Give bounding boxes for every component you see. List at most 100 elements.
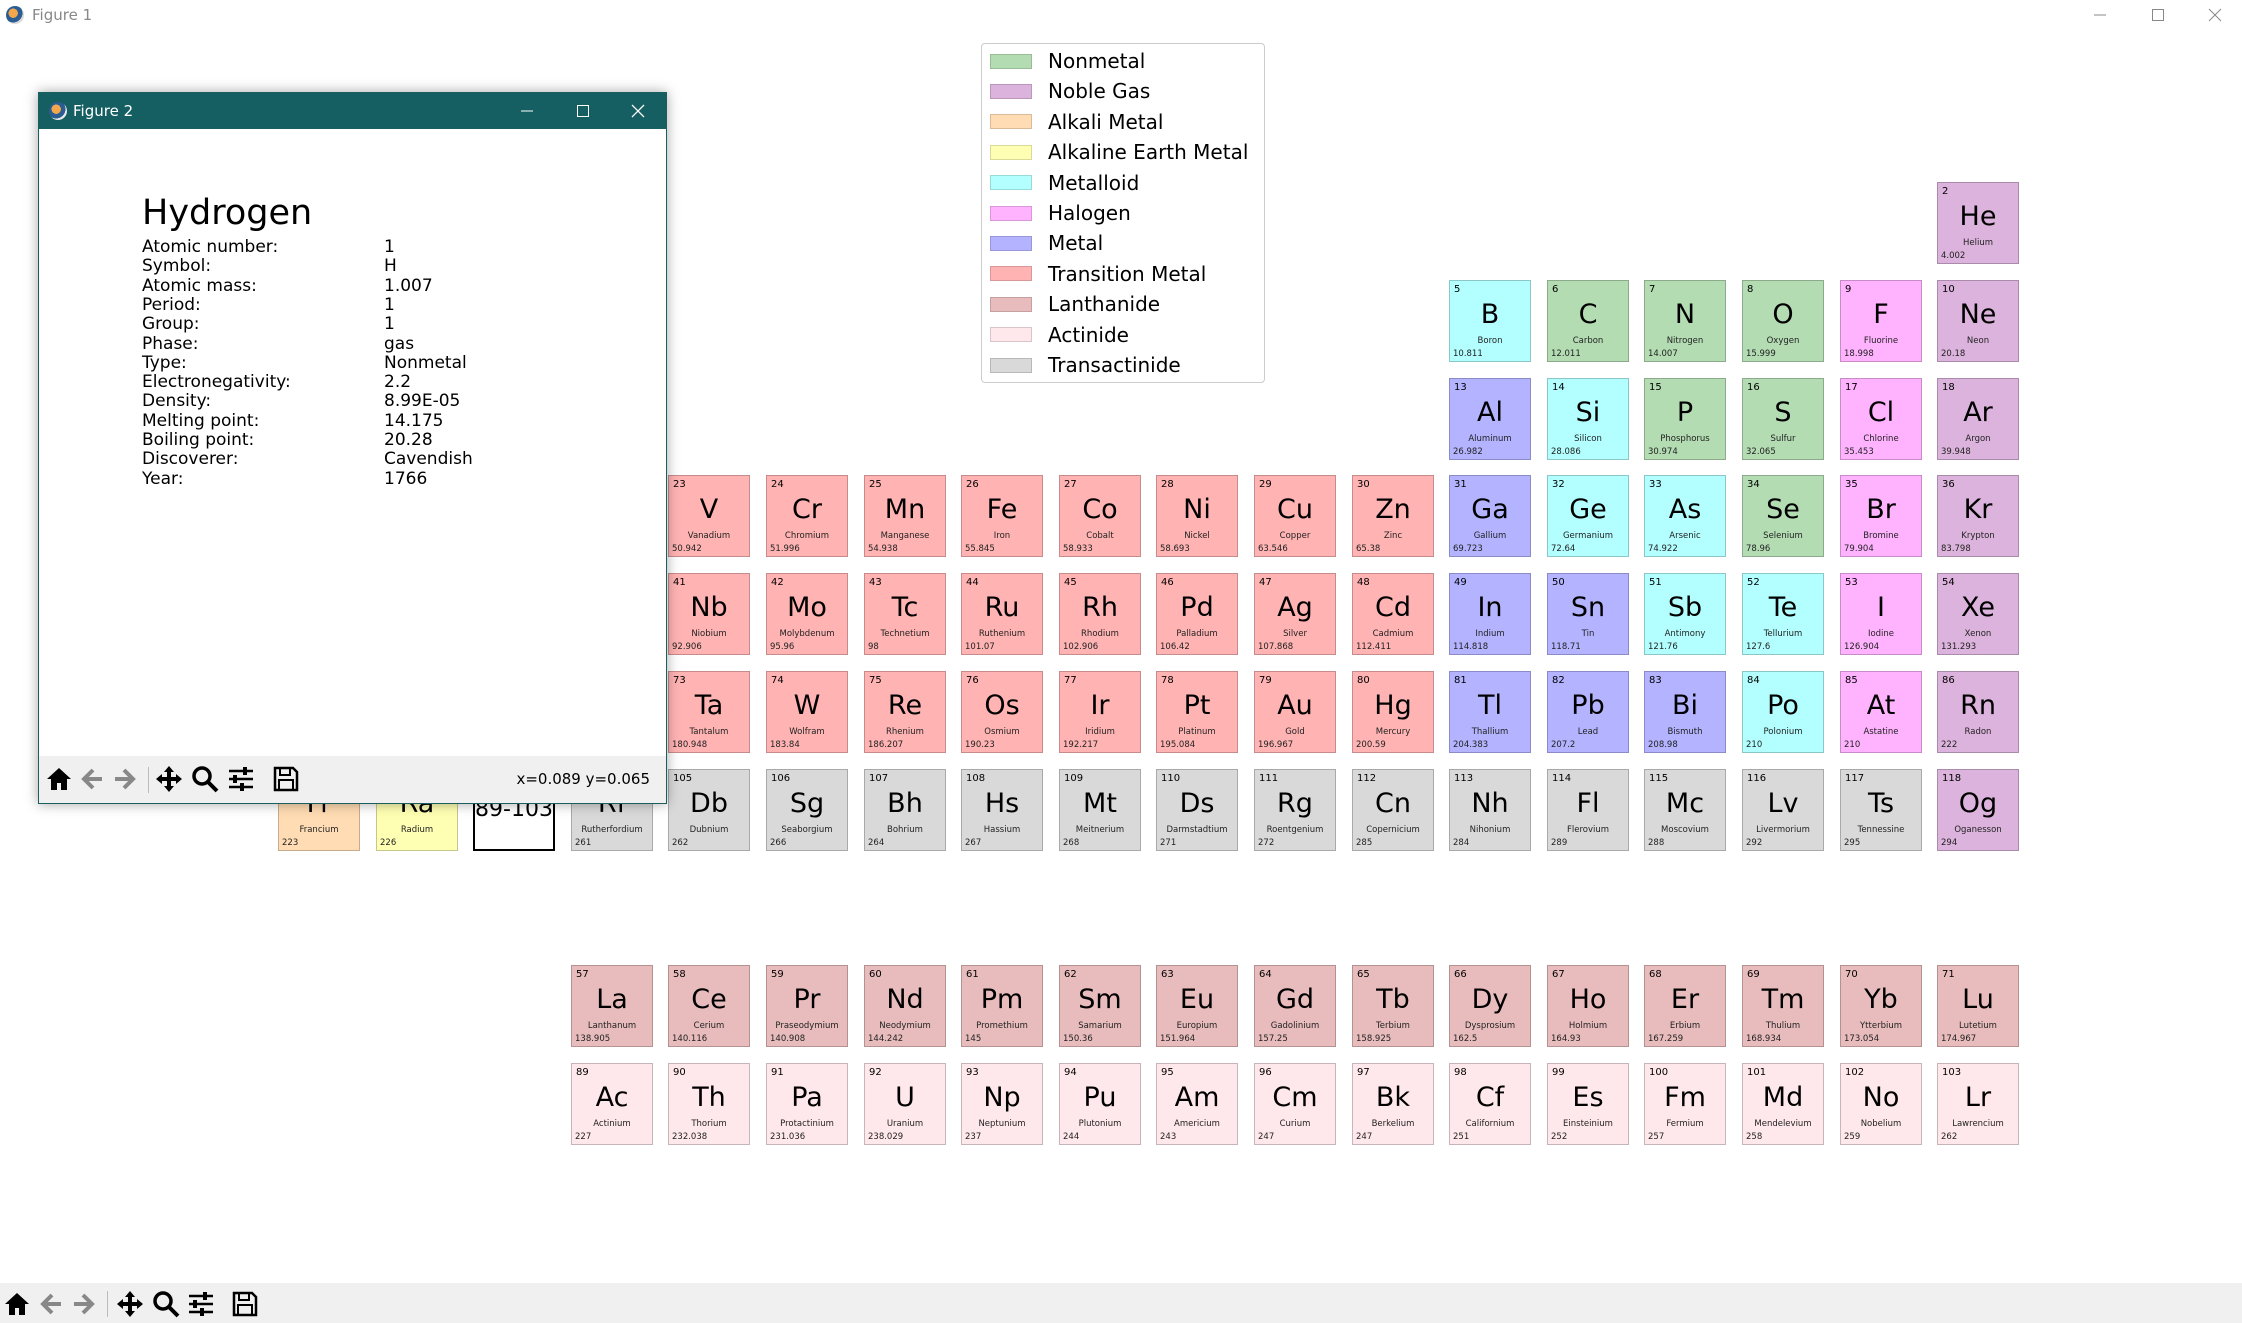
element-tile-tm[interactable]: 69 Tm Thulium 168.934	[1742, 965, 1824, 1047]
figure-2-titlebar[interactable]: Figure 2	[39, 93, 666, 129]
element-tile-bk[interactable]: 97 Bk Berkelium 247	[1352, 1063, 1434, 1145]
element-tile-mn[interactable]: 25 Mn Manganese 54.938	[864, 475, 946, 557]
element-tile-no[interactable]: 102 No Nobelium 259	[1840, 1063, 1922, 1145]
configure-subplots-button[interactable]	[227, 765, 255, 793]
element-tile-mt[interactable]: 109 Mt Meitnerium 268	[1059, 769, 1141, 851]
element-tile-se[interactable]: 34 Se Selenium 78.96	[1742, 475, 1824, 557]
element-tile-s[interactable]: 16 S Sulfur 32.065	[1742, 378, 1824, 460]
element-tile-cr[interactable]: 24 Cr Chromium 51.996	[766, 475, 848, 557]
element-tile-ne[interactable]: 10 Ne Neon 20.18	[1937, 280, 2019, 362]
element-tile-nb[interactable]: 41 Nb Niobium 92.906	[668, 573, 750, 655]
element-tile-bi[interactable]: 83 Bi Bismuth 208.98	[1644, 671, 1726, 753]
element-tile-br[interactable]: 35 Br Bromine 79.904	[1840, 475, 1922, 557]
element-tile-bh[interactable]: 107 Bh Bohrium 264	[864, 769, 946, 851]
zoom-button[interactable]	[191, 765, 219, 793]
back-button[interactable]	[37, 1290, 65, 1318]
element-tile-lv[interactable]: 116 Lv Livermorium 292	[1742, 769, 1824, 851]
element-tile-o[interactable]: 8 O Oxygen 15.999	[1742, 280, 1824, 362]
configure-subplots-button[interactable]	[187, 1290, 215, 1318]
element-tile-ds[interactable]: 110 Ds Darmstadtium 271	[1156, 769, 1238, 851]
element-tile-ir[interactable]: 77 Ir Iridium 192.217	[1059, 671, 1141, 753]
element-tile-am[interactable]: 95 Am Americium 243	[1156, 1063, 1238, 1145]
element-tile-sn[interactable]: 50 Sn Tin 118.71	[1547, 573, 1629, 655]
element-tile-gd[interactable]: 64 Gd Gadolinium 157.25	[1254, 965, 1336, 1047]
element-tile-u[interactable]: 92 U Uranium 238.029	[864, 1063, 946, 1145]
element-tile-ar[interactable]: 18 Ar Argon 39.948	[1937, 378, 2019, 460]
element-tile-dy[interactable]: 66 Dy Dysprosium 162.5	[1449, 965, 1531, 1047]
element-tile-tl[interactable]: 81 Tl Thallium 204.383	[1449, 671, 1531, 753]
element-tile-cu[interactable]: 29 Cu Copper 63.546	[1254, 475, 1336, 557]
element-tile-lu[interactable]: 71 Lu Lutetium 174.967	[1937, 965, 2019, 1047]
element-tile-c[interactable]: 6 C Carbon 12.011	[1547, 280, 1629, 362]
element-tile-nh[interactable]: 113 Nh Nihonium 284	[1449, 769, 1531, 851]
element-tile-np[interactable]: 93 Np Neptunium 237	[961, 1063, 1043, 1145]
zoom-button[interactable]	[152, 1290, 180, 1318]
element-tile-og[interactable]: 118 Og Oganesson 294	[1937, 769, 2019, 851]
element-tile-es[interactable]: 99 Es Einsteinium 252	[1547, 1063, 1629, 1145]
element-tile-p[interactable]: 15 P Phosphorus 30.974	[1644, 378, 1726, 460]
element-tile-lr[interactable]: 103 Lr Lawrencium 262	[1937, 1063, 2019, 1145]
element-tile-b[interactable]: 5 B Boron 10.811	[1449, 280, 1531, 362]
element-tile-pa[interactable]: 91 Pa Protactinium 231.036	[766, 1063, 848, 1145]
element-tile-zn[interactable]: 30 Zn Zinc 65.38	[1352, 475, 1434, 557]
home-button[interactable]	[45, 765, 73, 793]
element-tile-as[interactable]: 33 As Arsenic 74.922	[1644, 475, 1726, 557]
element-tile-rn[interactable]: 86 Rn Radon 222	[1937, 671, 2019, 753]
element-tile-mc[interactable]: 115 Mc Moscovium 288	[1644, 769, 1726, 851]
element-tile-cl[interactable]: 17 Cl Chlorine 35.453	[1840, 378, 1922, 460]
element-tile-sg[interactable]: 106 Sg Seaborgium 266	[766, 769, 848, 851]
element-tile-al[interactable]: 13 Al Aluminum 26.982	[1449, 378, 1531, 460]
element-tile-ni[interactable]: 28 Ni Nickel 58.693	[1156, 475, 1238, 557]
element-tile-n[interactable]: 7 N Nitrogen 14.007	[1644, 280, 1726, 362]
element-tile-la[interactable]: 57 La Lanthanum 138.905	[571, 965, 653, 1047]
forward-button[interactable]	[111, 765, 139, 793]
element-tile-w[interactable]: 74 W Wolfram 183.84	[766, 671, 848, 753]
element-tile-pu[interactable]: 94 Pu Plutonium 244	[1059, 1063, 1141, 1145]
element-tile-po[interactable]: 84 Po Polonium 210	[1742, 671, 1824, 753]
element-tile-nd[interactable]: 60 Nd Neodymium 144.242	[864, 965, 946, 1047]
element-tile-er[interactable]: 68 Er Erbium 167.259	[1644, 965, 1726, 1047]
element-tile-i[interactable]: 53 I Iodine 126.904	[1840, 573, 1922, 655]
element-tile-ru[interactable]: 44 Ru Ruthenium 101.07	[961, 573, 1043, 655]
element-tile-ts[interactable]: 117 Ts Tennessine 295	[1840, 769, 1922, 851]
element-tile-si[interactable]: 14 Si Silicon 28.086	[1547, 378, 1629, 460]
element-tile-ag[interactable]: 47 Ag Silver 107.868	[1254, 573, 1336, 655]
element-tile-co[interactable]: 27 Co Cobalt 58.933	[1059, 475, 1141, 557]
element-tile-kr[interactable]: 36 Kr Krypton 83.798	[1937, 475, 2019, 557]
element-tile-fl[interactable]: 114 Fl Flerovium 289	[1547, 769, 1629, 851]
element-tile-db[interactable]: 105 Db Dubnium 262	[668, 769, 750, 851]
element-tile-tc[interactable]: 43 Tc Technetium 98	[864, 573, 946, 655]
element-tile-ac[interactable]: 89 Ac Actinium 227	[571, 1063, 653, 1145]
element-tile-cn[interactable]: 112 Cn Copernicium 285	[1352, 769, 1434, 851]
element-tile-eu[interactable]: 63 Eu Europium 151.964	[1156, 965, 1238, 1047]
element-tile-v[interactable]: 23 V Vanadium 50.942	[668, 475, 750, 557]
element-tile-hg[interactable]: 80 Hg Mercury 200.59	[1352, 671, 1434, 753]
element-tile-cd[interactable]: 48 Cd Cadmium 112.411	[1352, 573, 1434, 655]
element-tile-xe[interactable]: 54 Xe Xenon 131.293	[1937, 573, 2019, 655]
maximize-button[interactable]	[2129, 0, 2187, 30]
minimize-button[interactable]	[2071, 0, 2129, 30]
home-button[interactable]	[3, 1290, 31, 1318]
element-tile-os[interactable]: 76 Os Osmium 190.23	[961, 671, 1043, 753]
element-tile-pr[interactable]: 59 Pr Praseodymium 140.908	[766, 965, 848, 1047]
element-tile-sb[interactable]: 51 Sb Antimony 121.76	[1644, 573, 1726, 655]
element-tile-fe[interactable]: 26 Fe Iron 55.845	[961, 475, 1043, 557]
element-tile-cm[interactable]: 96 Cm Curium 247	[1254, 1063, 1336, 1145]
figure-2-maximize-button[interactable]	[555, 93, 611, 129]
back-button[interactable]	[78, 765, 106, 793]
element-tile-th[interactable]: 90 Th Thorium 232.038	[668, 1063, 750, 1145]
figure-2-minimize-button[interactable]	[499, 93, 555, 129]
element-tile-pd[interactable]: 46 Pd Palladium 106.42	[1156, 573, 1238, 655]
save-button[interactable]	[231, 1290, 259, 1318]
element-tile-yb[interactable]: 70 Yb Ytterbium 173.054	[1840, 965, 1922, 1047]
element-tile-he[interactable]: 2 He Helium 4.002	[1937, 182, 2019, 264]
element-tile-tb[interactable]: 65 Tb Terbium 158.925	[1352, 965, 1434, 1047]
close-button[interactable]	[2186, 0, 2242, 30]
element-tile-rg[interactable]: 111 Rg Roentgenium 272	[1254, 769, 1336, 851]
element-tile-pb[interactable]: 82 Pb Lead 207.2	[1547, 671, 1629, 753]
element-tile-at[interactable]: 85 At Astatine 210	[1840, 671, 1922, 753]
pan-button[interactable]	[155, 765, 183, 793]
element-tile-hs[interactable]: 108 Hs Hassium 267	[961, 769, 1043, 851]
element-tile-ga[interactable]: 31 Ga Gallium 69.723	[1449, 475, 1531, 557]
element-tile-f[interactable]: 9 F Fluorine 18.998	[1840, 280, 1922, 362]
